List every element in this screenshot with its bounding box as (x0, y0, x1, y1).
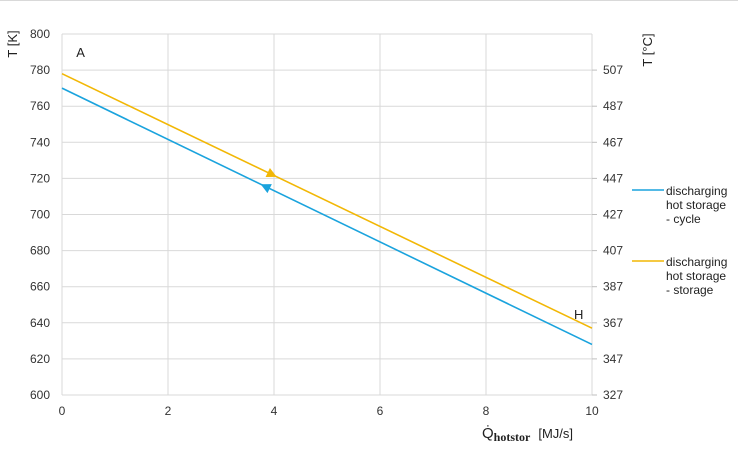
y-tick-label: 680 (30, 244, 50, 258)
y-tick-label: 800 (30, 27, 50, 41)
series-line-1 (61, 87, 593, 346)
legend-label-2: hot storage (666, 269, 726, 283)
y-tick-label: 640 (30, 316, 50, 330)
tick-labels: 0 2 4 6 8 10 600 620 640 660 680 700 720 740 760 780 800… (5, 27, 655, 444)
legend-label-1: discharging (666, 184, 727, 198)
grid-lines (61, 33, 597, 396)
y-tick-label: 660 (30, 280, 50, 294)
y2-tick-label: 387 (603, 280, 623, 294)
x-tick-label: 6 (377, 404, 384, 418)
x-tick-label: 10 (585, 404, 599, 418)
x-tick-label: 4 (271, 404, 278, 418)
y2-tick-label: 467 (603, 135, 623, 149)
point-label-A: A (76, 45, 85, 60)
y-tick-label: 620 (30, 352, 50, 366)
y-tick-label: 780 (30, 63, 50, 77)
y2-tick-label: 487 (603, 99, 623, 113)
y2-tick-label: 427 (603, 208, 623, 222)
legend-label-1: hot storage (666, 198, 726, 212)
y2-tick-label: 367 (603, 316, 623, 330)
y-tick-label: 600 (30, 388, 50, 402)
series-line-2 (61, 72, 593, 329)
y2-axis-label: T [°C] (640, 33, 655, 66)
y2-tick-label: 447 (603, 171, 623, 185)
legend-label-2: discharging (666, 255, 727, 269)
y-tick-label: 740 (30, 135, 50, 149)
x-tick-label: 0 (59, 404, 66, 418)
legend-label-2: - storage (666, 283, 714, 297)
direction-arrow-2 (265, 168, 277, 178)
point-label-H: H (574, 307, 583, 322)
y2-tick-label: 507 (603, 63, 623, 77)
x-tick-label: 2 (165, 404, 172, 418)
x-tick-label: 8 (483, 404, 490, 418)
legend-label-1: - cycle (666, 212, 701, 226)
series-lines (61, 72, 593, 346)
direction-arrow-1 (260, 184, 272, 194)
y-axis-label: T [K] (5, 30, 20, 57)
top-divider (0, 0, 738, 1)
y-tick-label: 700 (30, 208, 50, 222)
y-tick-label: 720 (30, 171, 50, 185)
y2-tick-label: 347 (603, 352, 623, 366)
x-axis-label: Q̇hotstor [MJ/s] (482, 425, 573, 444)
y-tick-label: 760 (30, 99, 50, 113)
y2-tick-label: 407 (603, 244, 623, 258)
y2-tick-label: 327 (603, 388, 623, 402)
